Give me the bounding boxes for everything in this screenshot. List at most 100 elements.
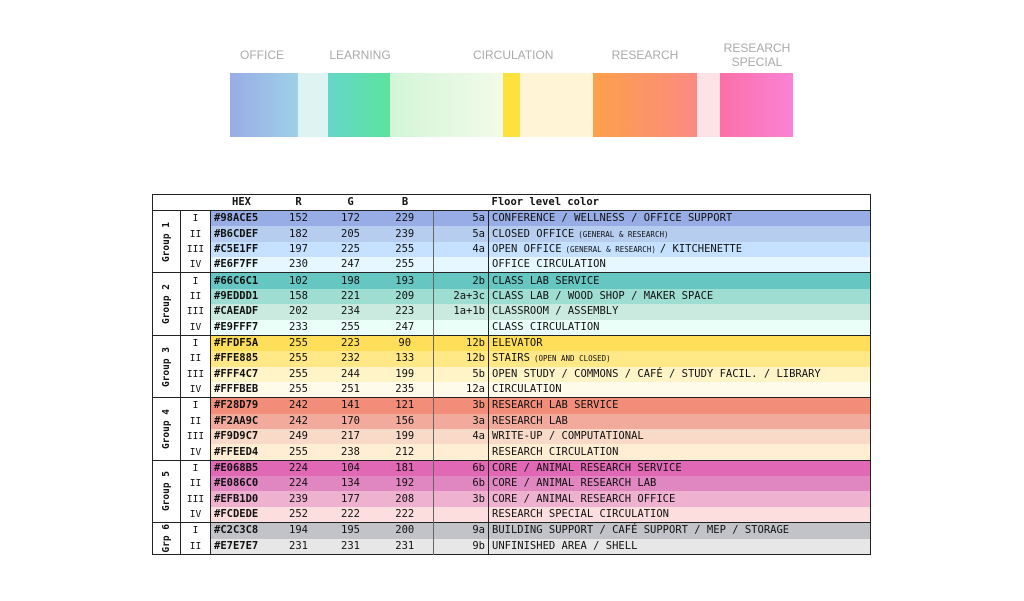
hex-code: #F28D79 — [210, 397, 273, 414]
level: II — [180, 226, 211, 242]
level: III — [180, 241, 211, 258]
floor-code: 5a — [433, 210, 489, 227]
floor-label: WRITE-UP / COMPUTATIONAL — [488, 429, 871, 445]
legend-label: CIRCULATION — [473, 48, 554, 62]
legend-label: LEARNING — [329, 48, 391, 62]
green: 170 — [324, 413, 377, 430]
header: Floor level color — [491, 196, 599, 208]
green: 238 — [324, 444, 377, 461]
red: 197 — [272, 241, 325, 258]
level: I — [180, 334, 211, 352]
blue: 212 — [376, 444, 434, 461]
floor-label: RESEARCH LAB — [488, 413, 871, 430]
label-part: RESEARCH LAB SERVICE — [492, 399, 619, 412]
hex-code: #FFDF5A — [210, 334, 273, 352]
header-empty — [434, 195, 489, 211]
header-empty — [153, 195, 181, 211]
level: IV — [180, 381, 211, 398]
hex-code: #FFEED4 — [210, 444, 273, 461]
blue: 239 — [376, 226, 434, 242]
group-cell: Group 1 — [152, 209, 181, 273]
label-part: CORE / ANIMAL RESEARCH LAB — [492, 477, 657, 490]
legend-label: OFFICE — [240, 48, 284, 62]
hex-code: #F9D9C7 — [210, 429, 273, 445]
blue: 90 — [376, 334, 434, 352]
red: 230 — [272, 257, 325, 273]
green: 251 — [324, 381, 377, 398]
label-part: CLASSROOM / ASSEMBLY — [492, 305, 619, 318]
green: 221 — [324, 288, 377, 305]
label-part: BUILDING SUPPORT / CAFÉ SUPPORT / MEP / … — [492, 524, 790, 537]
blue: 121 — [376, 397, 434, 414]
green: 225 — [324, 241, 377, 258]
hex-code: #E068B5 — [210, 459, 273, 477]
hex-code: #98ACE5 — [210, 210, 273, 227]
level: I — [180, 459, 211, 477]
level: I — [180, 272, 211, 289]
level: III — [180, 491, 211, 507]
blue: 255 — [376, 241, 434, 258]
label-part: CORE / ANIMAL RESEARCH SERVICE — [492, 461, 682, 474]
floor-label: CONFERENCE / WELLNESS / OFFICE SUPPORT — [488, 210, 871, 227]
label-part: / KITCHENETTE — [659, 242, 743, 255]
group-label: Group 3 — [159, 346, 174, 387]
label-part: CORE / ANIMAL RESEARCH OFFICE — [492, 492, 676, 505]
floor-label: CIRCULATION — [488, 381, 871, 398]
table-row: III #C5E1FF 197 225 255 4a OPEN OFFICE (GENERAL… — [153, 241, 871, 258]
level: III — [180, 366, 211, 382]
label-part: CONFERENCE / WELLNESS / OFFICE SUPPORT — [492, 212, 733, 225]
green: 205 — [324, 226, 377, 242]
header: G — [347, 196, 354, 208]
level: II — [180, 288, 211, 305]
blue: 247 — [376, 319, 434, 336]
floor-label: CLASS LAB SERVICE — [488, 272, 871, 289]
floor-code — [433, 506, 489, 523]
red: 224 — [272, 459, 325, 477]
group-cell: Group 4 — [152, 397, 181, 461]
header: B — [401, 196, 409, 208]
hex-code: #F2AA9C — [210, 413, 273, 430]
floor-code: 6b — [433, 459, 489, 477]
table-row: IV #FCDEDE 252 222 222 RESEARCH SPECIAL CIRCU… — [153, 506, 871, 523]
blue: 208 — [376, 491, 434, 507]
floor-code — [433, 444, 489, 461]
floor-code: 5a — [433, 226, 489, 242]
green: 244 — [324, 366, 377, 382]
table-row: III #F9D9C7 249 217 199 4a WRITE-UP / COMPUTAT… — [153, 429, 871, 445]
label-part: CLASS LAB SERVICE — [492, 274, 600, 287]
level: II — [180, 351, 211, 367]
level: II — [180, 413, 211, 430]
floor-code: 12b — [433, 334, 489, 352]
group-label: Group 1 — [159, 221, 174, 262]
blue: 193 — [376, 272, 434, 289]
label-part: CIRCULATION — [492, 383, 562, 396]
label-part: RESEARCH CIRCULATION — [492, 445, 619, 458]
level: IV — [180, 506, 211, 523]
red: 182 — [272, 226, 325, 242]
label-part: RESEARCH LAB — [492, 414, 568, 427]
floor-label: OFFICE CIRCULATION — [488, 257, 871, 273]
legend-label: RESEARCH SPECIAL — [723, 41, 791, 69]
header: HEX — [232, 196, 251, 208]
level: IV — [180, 319, 211, 336]
red: 194 — [272, 522, 325, 539]
hex-code: #E7E7E7 — [210, 538, 273, 555]
floor-label: CLASS CIRCULATION — [488, 319, 871, 336]
floor-code: 5b — [433, 366, 489, 382]
floor-code — [433, 257, 489, 273]
blue: 133 — [376, 351, 434, 367]
floor-label: CORE / ANIMAL RESEARCH SERVICE — [488, 459, 871, 477]
red: 249 — [272, 429, 325, 445]
green: 172 — [324, 210, 377, 227]
hex-code: #E086C0 — [210, 476, 273, 492]
blue: 231 — [376, 538, 434, 555]
floor-label: RESEARCH LAB SERVICE — [488, 397, 871, 414]
red: 255 — [272, 381, 325, 398]
header-empty — [181, 195, 211, 211]
blue: 235 — [376, 381, 434, 398]
level: IV — [180, 257, 211, 273]
group-cell: Group 5 — [152, 459, 181, 523]
group-cell: Group 3 — [152, 334, 181, 398]
group-label: Grp 6 — [159, 524, 174, 553]
